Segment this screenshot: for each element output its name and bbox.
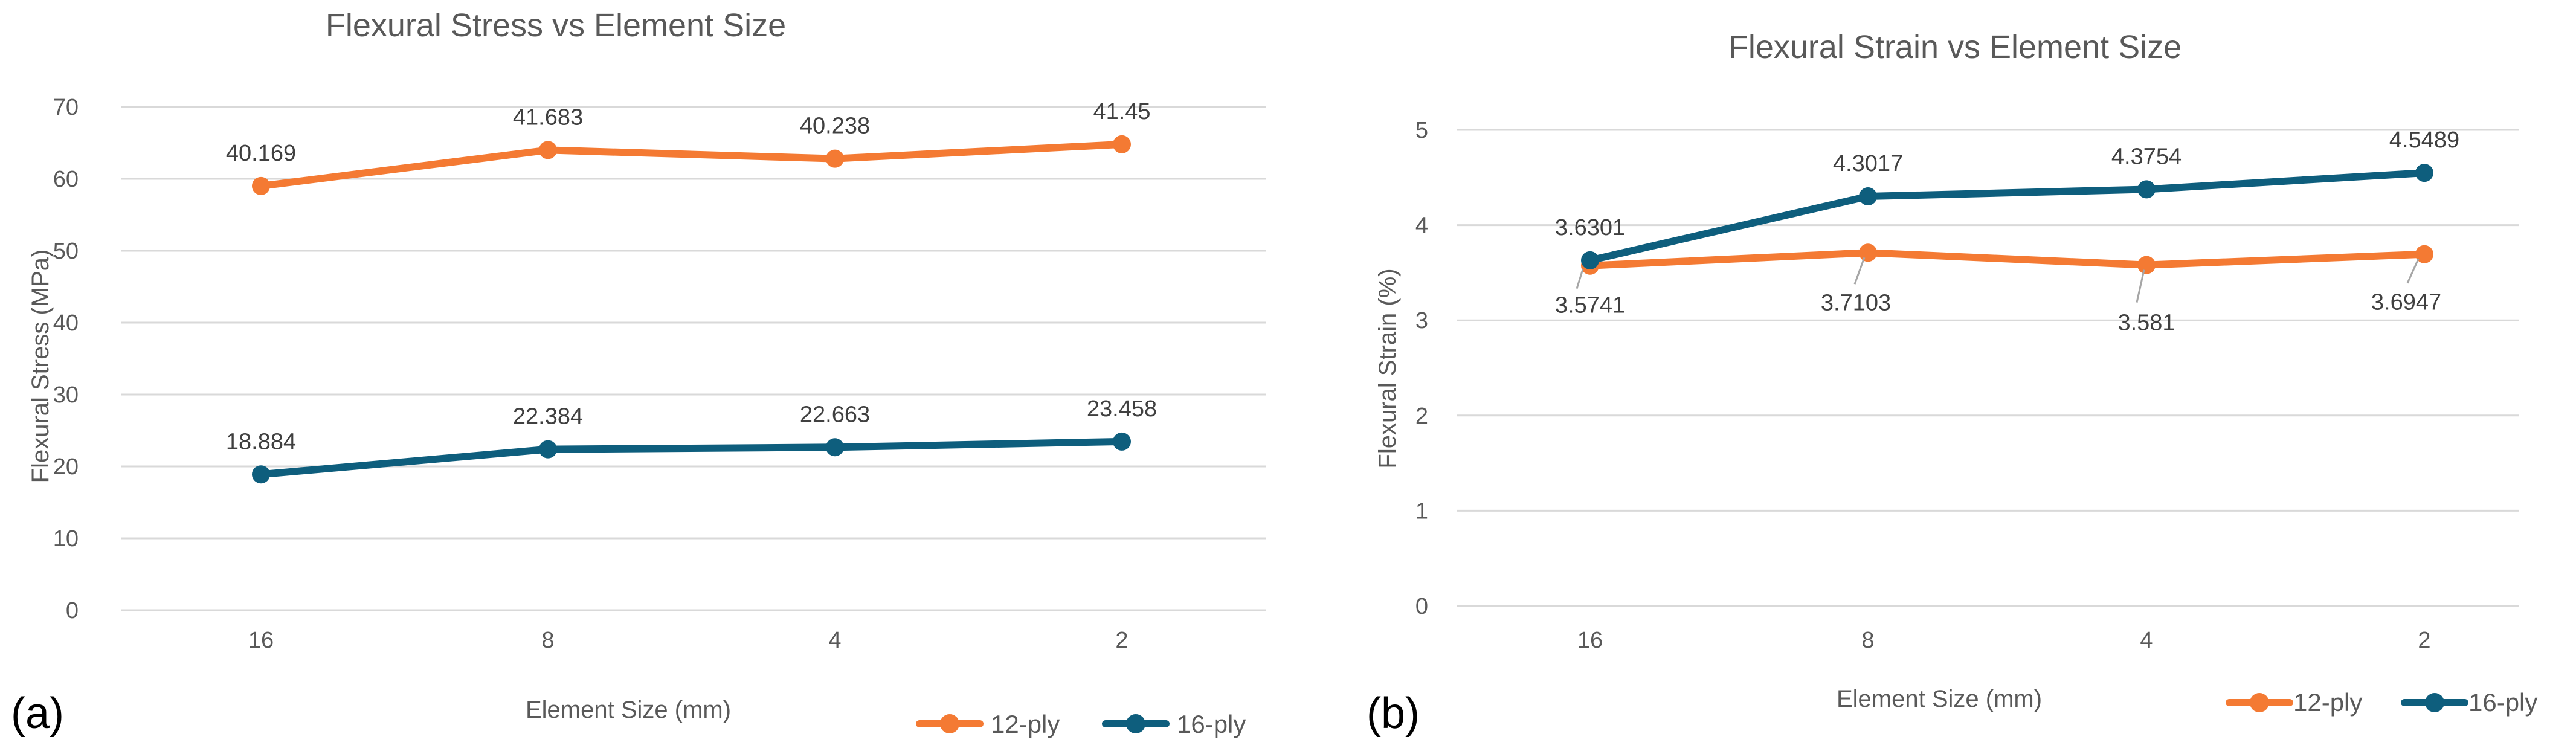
legend-a-16ply-marker bbox=[1126, 714, 1145, 733]
chart-b-leader-line bbox=[1853, 257, 1866, 285]
legend-a-12ply-label: 12-ply bbox=[991, 710, 1060, 738]
chart-a-data-label-16-ply: 22.663 bbox=[800, 402, 870, 427]
legend-b-12ply-label: 12-ply bbox=[2293, 688, 2362, 717]
chart-b-xtick-label: 8 bbox=[1861, 628, 1874, 653]
legend-b-16ply-label: 16-ply bbox=[2468, 688, 2537, 717]
chart-b-ytick-label: 2 bbox=[1415, 404, 1428, 429]
chart-b-ylabel: Flexural Strain (%) bbox=[1374, 268, 1401, 468]
chart-a-ytick-label: 0 bbox=[66, 598, 79, 624]
chart-a-xtick-label: 16 bbox=[248, 628, 274, 653]
chart-b-panel-label: (b) bbox=[1367, 689, 1420, 738]
chart-b-plot-area: 0 1 2 3 4 5 16 8 4 2 3.5741 3.7103 3.581 3.6947 3.6301… bbox=[1415, 118, 2519, 653]
chart-b-point-16-ply bbox=[1581, 251, 1599, 269]
chart-b-leader-line bbox=[2406, 259, 2420, 284]
chart-b-point-12-ply bbox=[1859, 243, 1877, 262]
chart-a-series-line-16-ply bbox=[257, 437, 1125, 478]
legend-b-12ply-marker bbox=[2250, 693, 2269, 712]
chart-b-data-label-16-ply: 4.3017 bbox=[1833, 151, 1903, 176]
chart-a-data-label-12-ply: 40.238 bbox=[800, 114, 870, 139]
chart-b-point-16-ply bbox=[1859, 187, 1877, 206]
chart-a-ytick-label: 60 bbox=[53, 167, 79, 192]
chart-b-point-12-ply bbox=[2137, 256, 2156, 274]
chart-b-leader-line bbox=[2136, 269, 2145, 303]
chart-b-xtick-label: 16 bbox=[1577, 628, 1603, 653]
chart-b-title: Flexural Strain vs Element Size bbox=[1728, 29, 2182, 65]
chart-b-series-line-16-ply bbox=[1586, 169, 2428, 264]
chart-a-xlabel: Element Size (mm) bbox=[526, 697, 731, 723]
chart-a-plot-area: 0 10 20 30 40 50 60 70 16 8 4 2 40.169 41.683 40.238 41… bbox=[53, 95, 1266, 653]
chart-b-xtick-label: 2 bbox=[2418, 628, 2430, 653]
chart-b-xlabel: Element Size (mm) bbox=[1837, 686, 2042, 712]
chart-a-point-16-ply bbox=[539, 440, 557, 459]
chart-a-data-label-16-ply: 22.384 bbox=[513, 404, 583, 430]
chart-a-xtick-label: 2 bbox=[1115, 628, 1128, 653]
chart-a-ytick-label: 20 bbox=[53, 454, 79, 480]
chart-a-data-label-12-ply: 41.45 bbox=[1093, 99, 1150, 124]
chart-a-data-label-12-ply: 41.683 bbox=[513, 105, 583, 130]
legend-b-16ply-marker bbox=[2425, 693, 2444, 712]
chart-a-point-12-ply bbox=[252, 176, 270, 195]
chart-b-data-label-12-ply: 3.6947 bbox=[2371, 290, 2441, 315]
chart-b-point-16-ply bbox=[2137, 180, 2156, 199]
chart-a-data-label-16-ply: 18.884 bbox=[226, 429, 296, 454]
legend-a-12ply-marker bbox=[940, 714, 959, 733]
chart-b-data-label-12-ply: 3.7103 bbox=[1821, 290, 1891, 315]
chart-a-point-16-ply bbox=[1113, 432, 1131, 451]
chart-b-ytick-label: 3 bbox=[1415, 308, 1428, 334]
chart-b-ytick-label: 0 bbox=[1415, 594, 1428, 619]
legend-a-16ply-label: 16-ply bbox=[1177, 710, 1246, 738]
chart-b-legend: 12-ply 16-ply bbox=[2226, 688, 2537, 717]
chart-a-point-16-ply bbox=[826, 438, 844, 457]
chart-a-ytick-label: 70 bbox=[53, 95, 79, 120]
chart-b-ytick-label: 1 bbox=[1415, 498, 1428, 524]
chart-b-data-label-12-ply: 3.5741 bbox=[1555, 293, 1625, 318]
chart-a-data-label-16-ply: 23.458 bbox=[1087, 396, 1157, 422]
chart-a-legend: 12-ply 16-ply bbox=[916, 710, 1246, 738]
chart-b-leader-line bbox=[1576, 269, 1584, 289]
chart-b-ytick-label: 5 bbox=[1415, 118, 1428, 143]
chart-b-ytick-label: 4 bbox=[1415, 213, 1428, 239]
chart-b-data-label-16-ply: 3.6301 bbox=[1555, 215, 1625, 240]
chart-b-point-16-ply bbox=[2415, 164, 2433, 182]
chart-a-xtick-label: 4 bbox=[828, 628, 841, 653]
chart-a-panel-label: (a) bbox=[11, 689, 64, 738]
chart-a-series-line-12-ply bbox=[257, 140, 1125, 190]
chart-a-title: Flexural Stress vs Element Size bbox=[326, 7, 786, 44]
chart-flexural-stress: Flexural Stress vs Element Size Element … bbox=[11, 7, 1266, 738]
chart-a-data-label-12-ply: 40.169 bbox=[226, 141, 296, 166]
chart-a-point-12-ply bbox=[826, 149, 844, 168]
chart-b-data-label-12-ply: 3.581 bbox=[2117, 311, 2175, 336]
chart-a-ytick-label: 30 bbox=[53, 382, 79, 408]
chart-a-ytick-label: 50 bbox=[53, 239, 79, 264]
chart-b-point-12-ply bbox=[2415, 245, 2433, 263]
chart-a-xtick-label: 8 bbox=[541, 628, 554, 653]
chart-flexural-strain: Flexural Strain vs Element Size Element … bbox=[1367, 29, 2537, 738]
chart-a-point-12-ply bbox=[539, 141, 557, 160]
chart-b-data-label-16-ply: 4.3754 bbox=[2111, 144, 2182, 169]
chart-a-ytick-label: 10 bbox=[53, 526, 79, 552]
chart-a-ytick-label: 40 bbox=[53, 311, 79, 336]
chart-a-ylabel: Flexural Stress (MPa) bbox=[27, 250, 54, 483]
chart-a-point-16-ply bbox=[252, 465, 270, 484]
chart-b-xtick-label: 4 bbox=[2140, 628, 2153, 653]
chart-b-data-label-16-ply: 4.5489 bbox=[2389, 127, 2459, 153]
chart-a-point-12-ply bbox=[1113, 135, 1131, 153]
chart-b-series-line-12-ply bbox=[1586, 249, 2428, 269]
